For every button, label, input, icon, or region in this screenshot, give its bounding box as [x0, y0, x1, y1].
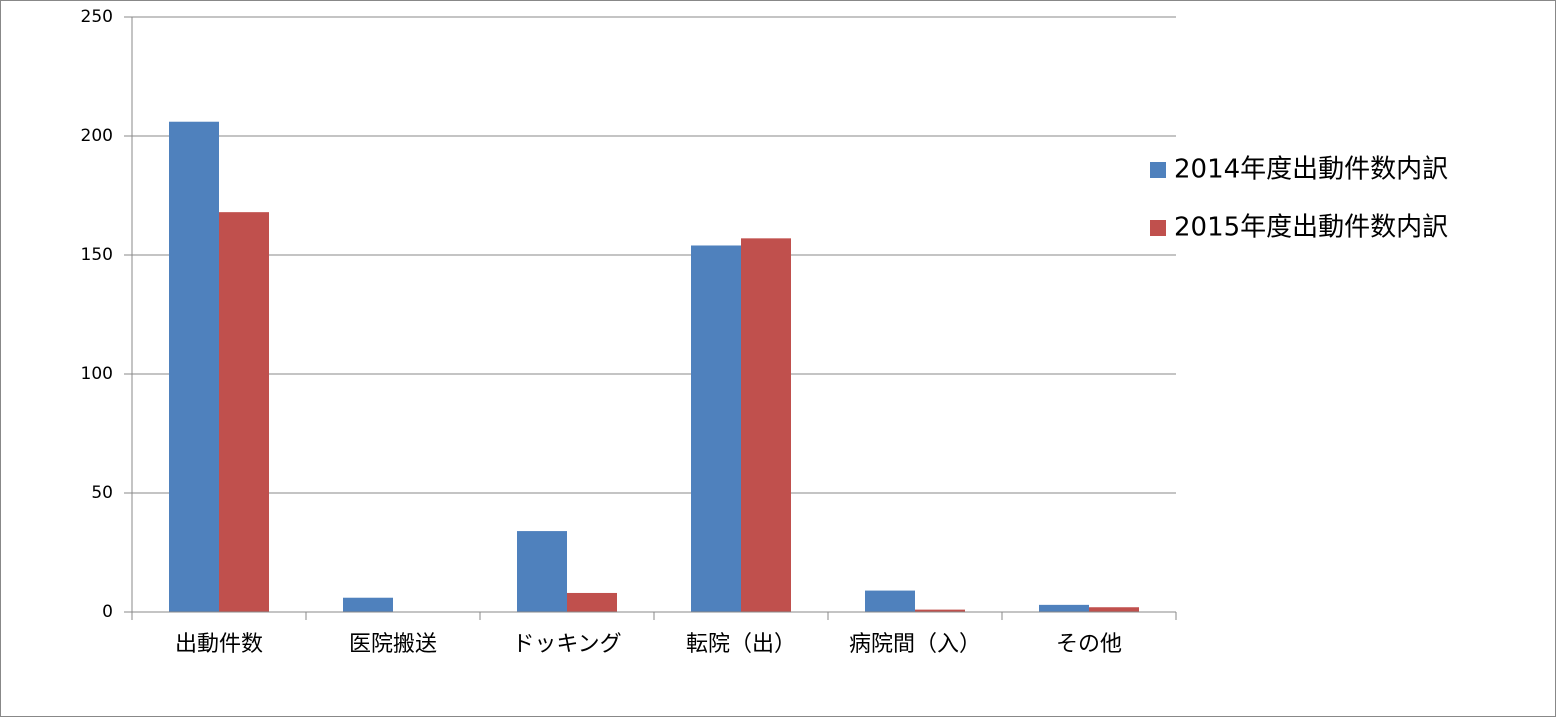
x-tick-label: ドッキング: [512, 632, 621, 657]
bar: [219, 212, 269, 612]
x-tick-label: その他: [1056, 632, 1122, 657]
y-tick-label: 150: [81, 245, 113, 265]
bar: [343, 597, 393, 612]
bar: [1039, 604, 1089, 612]
legend-label: 2015年度出動件数内訳: [1174, 213, 1448, 243]
legend-swatch: [1150, 220, 1166, 236]
bar: [865, 590, 915, 612]
bar: [567, 592, 617, 612]
x-tick-label: 出動件数: [175, 632, 263, 657]
legend-label: 2014年度出動件数内訳: [1174, 155, 1448, 185]
legend-swatch: [1150, 162, 1166, 178]
bar: [169, 121, 219, 612]
bar: [741, 238, 791, 612]
bar: [915, 609, 965, 612]
y-tick-label: 50: [91, 483, 113, 503]
y-tick-label: 250: [81, 7, 113, 27]
y-tick-label: 200: [81, 126, 113, 146]
bar: [691, 245, 741, 613]
bar: [517, 531, 567, 612]
x-tick-label: 病院間（入）: [849, 632, 981, 657]
bar: [1089, 607, 1139, 612]
x-tick-label: 医院搬送: [349, 632, 437, 657]
y-tick-label: 100: [81, 364, 113, 384]
y-tick-label: 0: [102, 602, 113, 622]
x-tick-label: 転院（出）: [686, 632, 796, 657]
